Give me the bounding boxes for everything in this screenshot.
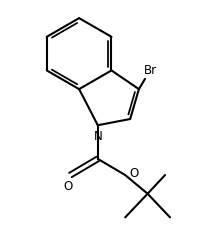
Text: N: N [94,130,102,143]
Text: O: O [129,167,138,180]
Text: Br: Br [143,64,157,77]
Text: O: O [63,179,73,193]
